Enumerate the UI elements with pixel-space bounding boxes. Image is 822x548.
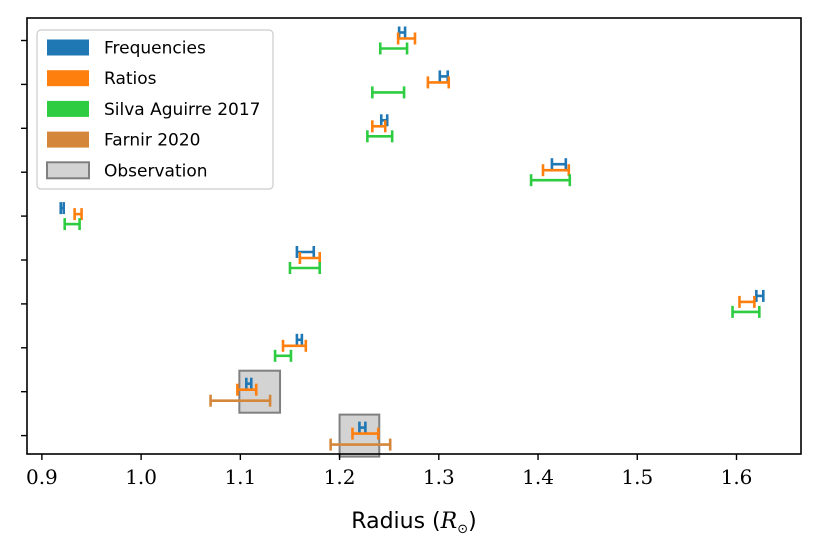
observation-box-9 — [338, 413, 381, 458]
x-axis-label: Radius (R⊙) — [351, 509, 476, 537]
legend-frame — [36, 29, 274, 190]
x-tick-label: 1.0 — [125, 465, 157, 489]
x-tick-label: 1.4 — [522, 465, 554, 489]
ratios-errorbar-8 — [236, 383, 258, 396]
x-tick-label: 1.5 — [621, 465, 653, 489]
farnir-errorbar-9 — [329, 438, 392, 451]
silva-errorbar-5 — [288, 262, 322, 274]
frequencies-errorbar-4 — [59, 202, 66, 215]
axes: 0.9 1.0 1.1 1.2 1.3 1.4 1.5 1.6 — [21, 17, 802, 489]
x-tick-label: 1.6 — [721, 465, 753, 489]
ratios-errorbar-1 — [426, 76, 451, 89]
legend-label-frequencies: Frequencies — [104, 39, 206, 59]
chart-marks — [59, 26, 765, 451]
ratios-errorbar-2 — [371, 120, 387, 133]
legend-swatch-observation — [46, 161, 90, 180]
frequencies-errorbar-9 — [358, 421, 367, 434]
legend-swatch-silva — [47, 100, 89, 117]
x-tick-label: 1.1 — [224, 465, 256, 489]
legend-label-ratios: Ratios — [104, 69, 157, 89]
silva-errorbar-1 — [371, 86, 406, 99]
axes-frame — [26, 17, 802, 455]
x-tick-label: 0.9 — [26, 465, 58, 489]
silva-errorbar-7 — [273, 349, 293, 362]
ratios-errorbar-6 — [738, 295, 756, 308]
ratios-errorbar-9 — [351, 427, 380, 440]
legend-label-observation: Observation — [104, 161, 208, 181]
silva-errorbar-2 — [366, 130, 394, 143]
legend-label-silva: Silva Aguirre 2017 — [104, 100, 260, 120]
ratios-errorbar-5 — [298, 252, 322, 264]
silva-errorbar-6 — [731, 305, 761, 318]
legend-swatch-farnir — [47, 131, 89, 148]
legend-swatch-ratios — [47, 70, 89, 87]
frequencies-errorbar-3 — [550, 158, 568, 171]
frequencies-errorbar-8 — [245, 377, 253, 390]
legend-label-farnir: Farnir 2020 — [104, 131, 200, 151]
ratios-errorbar-4 — [73, 208, 83, 221]
silva-errorbar-4 — [63, 218, 81, 231]
frequencies-errorbar-1 — [438, 70, 450, 83]
observation-box-8 — [238, 369, 282, 414]
x-tick-label: 1.2 — [324, 465, 356, 489]
ratios-errorbar-0 — [396, 32, 417, 45]
silva-errorbar-0 — [378, 42, 409, 55]
frequencies-errorbar-0 — [397, 26, 407, 39]
farnir-errorbar-8 — [209, 394, 272, 407]
ratios-errorbar-7 — [281, 339, 308, 352]
legend-swatch-frequencies — [47, 39, 89, 56]
silva-errorbar-3 — [529, 174, 572, 187]
x-tick-label: 1.3 — [423, 465, 455, 489]
frequencies-errorbar-7 — [295, 333, 304, 346]
legend: Frequencies Ratios Silva Aguirre 2017 Farni… — [36, 29, 274, 190]
frequencies-errorbar-6 — [755, 289, 765, 302]
